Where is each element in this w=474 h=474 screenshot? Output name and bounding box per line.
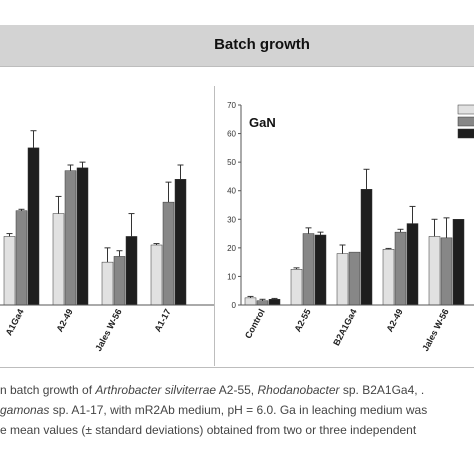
category-tick-label: Jales W-56 (93, 307, 124, 353)
bar (101, 261, 114, 306)
caption-species: Rhodanobacter (257, 383, 340, 397)
category-tick-label: Jales W-56 (420, 307, 451, 353)
bar (76, 167, 89, 306)
caption-text: A2-55, (216, 383, 258, 397)
category-tick-label: A1-17 (152, 307, 172, 333)
caption-species: Arthrobacter silviterrae (95, 383, 217, 397)
header-title: Batch growth (214, 36, 310, 53)
category-tick-label: A2-55 (292, 307, 312, 333)
bar (3, 236, 16, 306)
caption-line-2: gamonas sp. A1-17, with mR2Ab medium, pH… (0, 400, 427, 420)
chart-left: A1Ga4 A2-49 Jales W-56 A1-17 (0, 130, 214, 353)
caption-text: sp. B2A1Ga4, . (339, 383, 425, 397)
panel-frame (0, 66, 474, 368)
caption-text: e mean values (± standard deviations) ob… (0, 423, 417, 437)
bar (244, 297, 257, 306)
category-tick-label: B2A1Ga4 (331, 307, 359, 347)
bar (336, 253, 349, 306)
bar (394, 231, 407, 306)
y-tick-label: 10 (227, 272, 236, 281)
caption-text: n batch growth of (0, 383, 96, 397)
bar (15, 210, 28, 306)
legend-swatch (457, 116, 474, 127)
caption-line-3: e mean values (± standard deviations) ob… (0, 420, 416, 440)
caption-line-1: n batch growth of Arthrobacter silviterr… (0, 380, 424, 400)
caption-species: gamonas (0, 403, 50, 417)
bar (113, 256, 126, 306)
bar (174, 179, 187, 306)
legend-swatch (457, 104, 474, 115)
y-tick-label: 30 (227, 215, 236, 224)
bar (428, 236, 441, 306)
legend-swatch (457, 128, 474, 139)
bar (268, 299, 281, 306)
category-tick-label: A2-49 (54, 307, 74, 333)
y-tick-label: 40 (227, 187, 236, 196)
bar (64, 170, 77, 306)
category-tick-label: A2-49 (384, 307, 404, 333)
bar (382, 249, 395, 306)
y-tick-label: 60 (227, 130, 236, 139)
category-tick-label: A1Ga4 (4, 307, 26, 337)
y-tick-label: 0 (232, 301, 237, 310)
y-tick-label: 20 (227, 244, 236, 253)
y-tick-label: 50 (227, 158, 236, 167)
bar (302, 233, 315, 306)
bar (27, 147, 40, 306)
bar (452, 219, 465, 306)
header-bar: Batch growth (0, 25, 474, 67)
bar (162, 201, 175, 306)
bar (256, 300, 269, 306)
bar (348, 251, 361, 306)
chart-right: Control A2-55 B2A1Ga4 A2-49 Jales W-56 0 10 20 3… (227, 101, 474, 353)
category-tick-label: Control (243, 307, 267, 340)
bar (52, 213, 65, 306)
caption-text: sp. A1-17, with mR2Ab medium, pH = 6.0. … (49, 403, 428, 417)
y-tick-label: 70 (227, 101, 236, 110)
bar (290, 269, 303, 306)
bar (360, 189, 373, 306)
bar (125, 236, 138, 306)
panel-divider (214, 86, 215, 366)
bar (406, 223, 419, 306)
bar (314, 234, 327, 306)
bar (440, 237, 453, 306)
bar (150, 244, 163, 306)
chart-title: GaN (249, 115, 276, 130)
